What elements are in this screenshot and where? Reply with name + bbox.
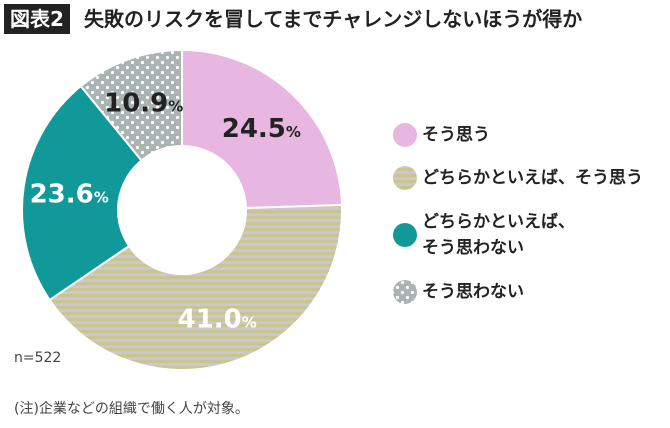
legend-marker xyxy=(393,123,417,147)
footnote: (注)企業などの組織で働く人が対象。 xyxy=(14,401,249,417)
donut-slice xyxy=(21,84,143,302)
chart-title: 失敗のリスクを冒してまでチャレンジしないほうが得か xyxy=(84,7,583,31)
sample-size: n=522 xyxy=(14,350,62,366)
donut-slice xyxy=(181,48,343,210)
legend-marker xyxy=(393,166,417,190)
legend-label: どちらかといえば、 そう思わない xyxy=(422,212,575,258)
legend-label: そう思う xyxy=(422,125,490,145)
legend-marker xyxy=(393,223,417,247)
badge: 図表2 xyxy=(4,4,70,34)
donut-slice xyxy=(79,48,183,162)
legend-marker xyxy=(393,280,417,304)
legend-label: どちらかといえば、そう思う xyxy=(422,168,643,188)
legend-label: そう思わない xyxy=(422,282,524,302)
donut-slice xyxy=(48,203,343,371)
